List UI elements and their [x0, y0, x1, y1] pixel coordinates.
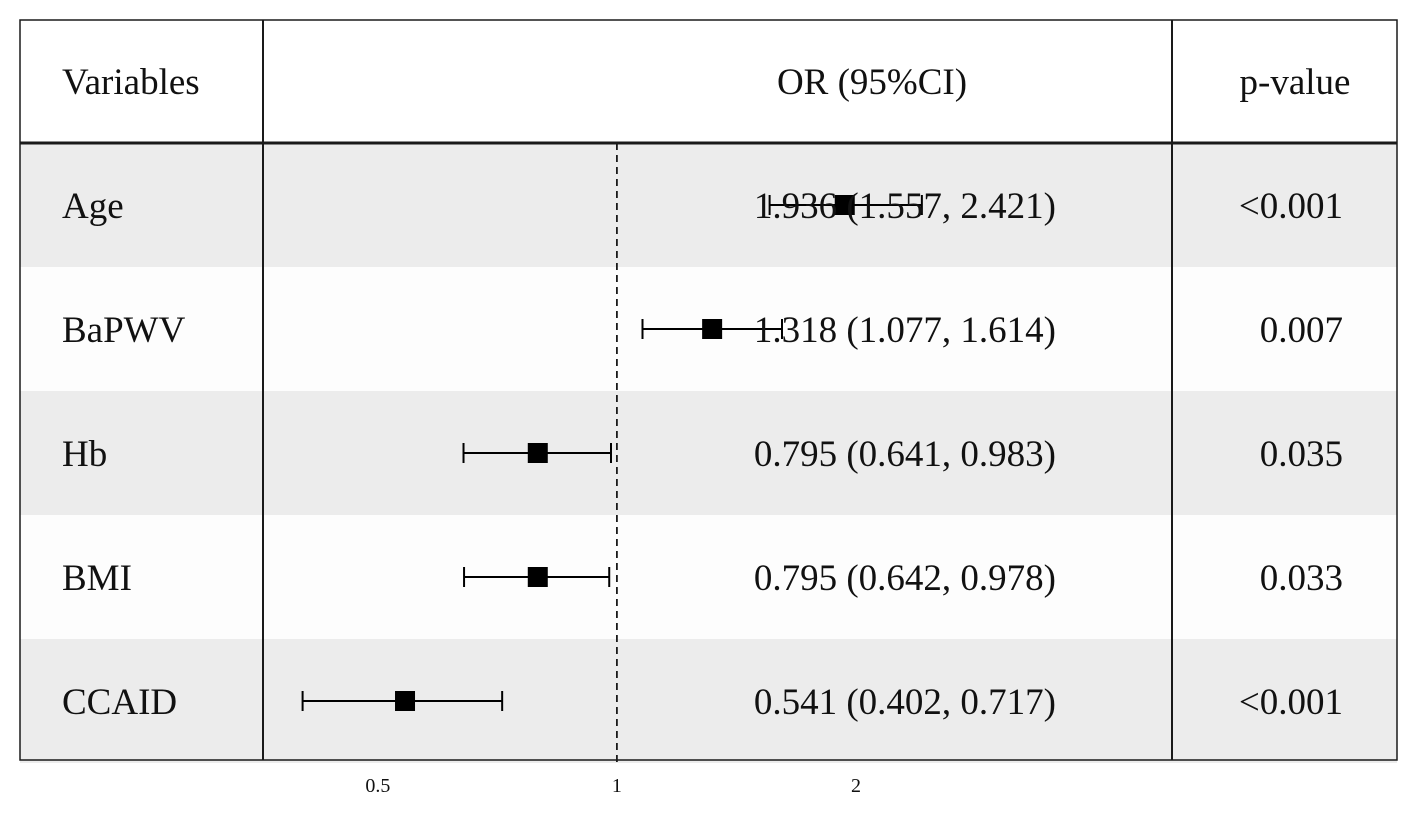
or-ci-value: 1.318 (1.077, 1.614): [754, 310, 1056, 351]
header-variables: Variables: [62, 62, 200, 103]
or-point: [702, 319, 723, 339]
or-ci-value: 0.795 (0.642, 0.978): [754, 558, 1056, 599]
row-background: [20, 143, 1397, 267]
p-value: 0.007: [1260, 310, 1343, 351]
row-background: [20, 515, 1397, 639]
x-tick-label: 2: [851, 775, 861, 797]
data-rows: Age 1.936 (1.557, 2.421) <0.001 BaPWV 1.318 …: [62, 186, 1343, 723]
row-background: [20, 639, 1397, 763]
p-value: <0.001: [1239, 682, 1343, 723]
variable-label: Hb: [62, 434, 107, 475]
or-point: [834, 195, 855, 215]
table-row: Age 1.936 (1.557, 2.421) <0.001: [62, 186, 1343, 227]
outer-border: [19, 19, 1398, 761]
table-row: CCAID 0.541 (0.402, 0.717) <0.001: [62, 682, 1343, 723]
header-row: Variables OR (95%CI) p-value: [62, 62, 1350, 103]
variable-label: Age: [62, 186, 124, 227]
p-value: 0.035: [1260, 434, 1343, 475]
variable-label: CCAID: [62, 682, 177, 723]
row-backgrounds: [20, 143, 1397, 763]
variable-label: BaPWV: [62, 310, 186, 351]
header-p-value: p-value: [1240, 62, 1351, 103]
table-row: BMI 0.795 (0.642, 0.978) 0.033: [62, 558, 1343, 599]
or-point: [527, 567, 548, 587]
table-row: BaPWV 1.318 (1.077, 1.614) 0.007: [62, 310, 1343, 351]
p-value: <0.001: [1239, 186, 1343, 227]
table-frame: [19, 19, 1398, 761]
or-point: [395, 691, 416, 711]
p-value: 0.033: [1260, 558, 1343, 599]
variable-label: BMI: [62, 558, 132, 599]
or-ci-value: 1.936 (1.557, 2.421): [754, 186, 1056, 227]
or-ci-value: 0.541 (0.402, 0.717): [754, 682, 1056, 723]
row-background: [20, 391, 1397, 515]
x-tick-label: 1: [612, 775, 622, 797]
x-tick-label: 0.5: [365, 775, 390, 797]
x-axis: 0.5 1 2: [365, 775, 861, 797]
header-or-ci: OR (95%CI): [777, 62, 967, 103]
or-point: [527, 443, 548, 463]
or-ci-value: 0.795 (0.641, 0.983): [754, 434, 1056, 475]
table-row: Hb 0.795 (0.641, 0.983) 0.035: [62, 434, 1343, 475]
